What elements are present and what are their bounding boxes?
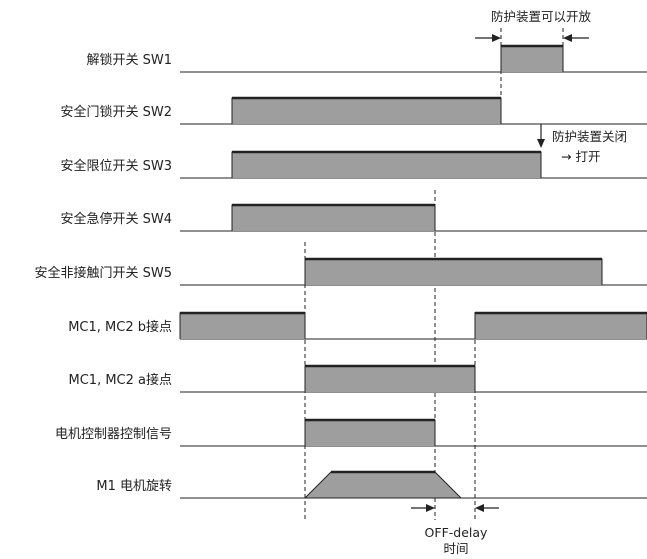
open-allowed-annotation: 防护装置可以开放 xyxy=(475,9,592,42)
signal-label-sw1: 解锁开关 SW1 xyxy=(86,52,172,68)
off-delay-annotation: OFF-delay 时间 xyxy=(411,504,499,556)
arrow-right-icon xyxy=(426,504,435,512)
pulse-sw2-0 xyxy=(232,98,501,124)
signal-row-sw4: 安全急停开关 SW4 xyxy=(60,203,647,232)
arrow-left-icon xyxy=(475,504,484,512)
pulse-ctrl-0 xyxy=(305,420,435,446)
signal-row-sw2: 安全门锁开关 SW2 xyxy=(60,96,647,125)
signal-label-sw5: 安全非接触门开关 SW5 xyxy=(34,265,172,281)
signal-row-sw1: 解锁开关 SW1 xyxy=(86,44,647,73)
pulse-mcb-0 xyxy=(180,313,305,339)
arrow-down-icon xyxy=(537,139,545,148)
off-delay-text-2: 时间 xyxy=(443,541,468,556)
pulse-sw5-0 xyxy=(305,259,602,285)
signal-row-ctrl: 电机控制器控制信号 xyxy=(55,418,647,447)
pulse-sw1-0 xyxy=(501,46,563,72)
signal-label-mca: MC1, MC2 a接点 xyxy=(69,372,173,388)
motor-rotation-shape xyxy=(303,471,463,499)
pulse-sw4-0 xyxy=(232,205,435,231)
pulse-mcb-1 xyxy=(475,313,647,339)
signal-label-ctrl: 电机控制器控制信号 xyxy=(55,427,172,442)
signal-row-sw3: 安全限位开关 SW3 xyxy=(60,150,647,179)
arrow-left-icon xyxy=(563,34,572,42)
off-delay-text-1: OFF-delay xyxy=(425,525,488,540)
signal-label-sw2: 安全门锁开关 SW2 xyxy=(60,104,172,120)
signal-row-mcb: MC1, MC2 b接点 xyxy=(68,311,647,340)
open-allowed-text: 防护装置可以开放 xyxy=(491,9,592,24)
signal-rows: 解锁开关 SW1 安全门锁开关 SW2 安全限位开关 SW3 安全急停开关 SW4 安全… xyxy=(34,44,647,499)
signal-label-sw3: 安全限位开关 SW3 xyxy=(60,158,172,174)
arrow-right-icon xyxy=(492,34,501,42)
signal-label-sw4: 安全急停开关 SW4 xyxy=(60,211,172,227)
closed-to-open-text-2: → 打开 xyxy=(561,149,600,164)
signal-row-mca: MC1, MC2 a接点 xyxy=(69,364,647,393)
signal-row-m1: M1 电机旋转 xyxy=(96,470,647,499)
signal-row-sw5: 安全非接触门开关 SW5 xyxy=(34,257,647,286)
closed-to-open-annotation: 防护装置关闭 → 打开 xyxy=(537,124,627,164)
signal-label-m1: M1 电机旋转 xyxy=(96,479,172,494)
pulse-mca-0 xyxy=(305,366,475,392)
closed-to-open-text-1: 防护装置关闭 xyxy=(552,129,627,144)
signal-label-mcb: MC1, MC2 b接点 xyxy=(68,319,172,335)
pulse-sw3-0 xyxy=(232,152,541,178)
